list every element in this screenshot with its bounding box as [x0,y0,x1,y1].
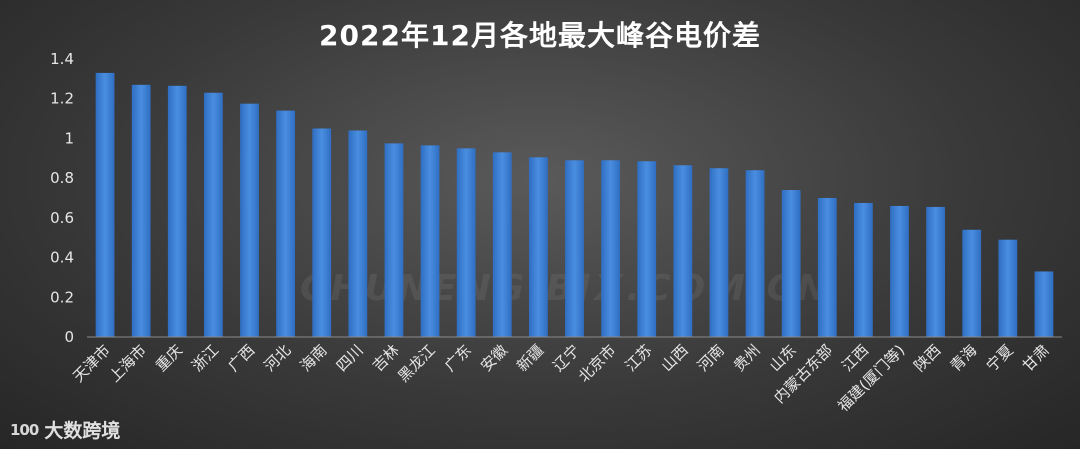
x-tick-label: 甘肃 [1019,341,1053,375]
x-tick-label: 重庆 [152,341,186,375]
bar-甘肃 [1034,271,1054,337]
x-tick-label: 海南 [297,341,331,375]
x-tick-label: 宁夏 [983,341,1017,375]
bar-浙江 [204,92,223,337]
bar-四川 [348,130,368,337]
bar-福建(厦门等) [890,205,909,337]
bar-青海 [962,229,982,337]
bar-黑龙江 [420,145,440,337]
y-tick-label: 0.2 [50,288,74,306]
bar-group [95,72,1054,338]
bar-河北 [276,110,295,337]
bar-宁夏 [998,239,1018,337]
x-tick-label: 青海 [947,341,981,375]
x-tick-label: 北京市 [575,341,620,386]
x-tick-label: 四川 [333,341,367,375]
bar-天津市 [95,72,115,338]
x-tick-label: 安徽 [477,341,511,375]
bar-山东 [781,190,801,337]
bar-山西 [673,165,693,337]
x-tick-label: 山西 [658,341,692,375]
x-tick-label: 广西 [224,341,258,375]
x-tick-label: 广东 [441,341,475,375]
x-tick-label: 浙江 [188,341,222,375]
bar-广东 [456,148,476,337]
bar-北京市 [601,160,620,337]
x-tick-label: 新疆 [513,341,547,375]
x-tick-label: 黑龙江 [394,341,439,386]
bar-江西 [854,202,873,337]
x-tick-label: 陕西 [910,341,944,375]
bar-江苏 [637,161,657,337]
bar-安徽 [492,152,512,337]
x-tick-label: 福建(厦门等) [834,341,908,415]
chart-title: 2022年12月各地最大峰谷电价差 [319,19,761,52]
bar-内蒙古东部 [817,198,837,337]
y-tick-label: 1 [64,129,74,147]
brand-mark-icon: 100 [10,420,39,439]
y-axis: 0 0.2 0.4 0.6 0.8 1 1.2 1.4 [50,50,74,346]
bar-海南 [312,128,332,337]
brand-name: 大数跨境 [44,420,121,442]
y-tick-label: 0.4 [50,249,74,267]
x-tick-label: 上海市 [105,341,150,386]
y-tick-label: 1.2 [50,90,74,108]
x-tick-label: 天津市 [69,341,114,386]
bar-吉林 [384,143,404,337]
x-tick-label: 贵州 [730,341,764,375]
bar-重庆 [167,85,187,337]
y-tick-label: 0.8 [50,169,74,187]
bar-新疆 [529,157,548,337]
x-tick-label: 河北 [260,341,294,375]
y-tick-label: 0 [64,328,74,346]
bar-辽宁 [565,160,584,337]
y-tick-label: 1.4 [50,50,74,68]
bar-陕西 [926,206,945,337]
x-tick-label: 河南 [694,341,728,375]
bar-上海市 [131,84,151,337]
bar-贵州 [745,170,765,337]
bar-广西 [240,103,259,337]
bar-河南 [709,168,729,337]
brand-logo: 100 大数跨境 [10,416,120,443]
x-tick-label: 江苏 [622,341,656,375]
y-tick-label: 0.6 [50,209,74,227]
